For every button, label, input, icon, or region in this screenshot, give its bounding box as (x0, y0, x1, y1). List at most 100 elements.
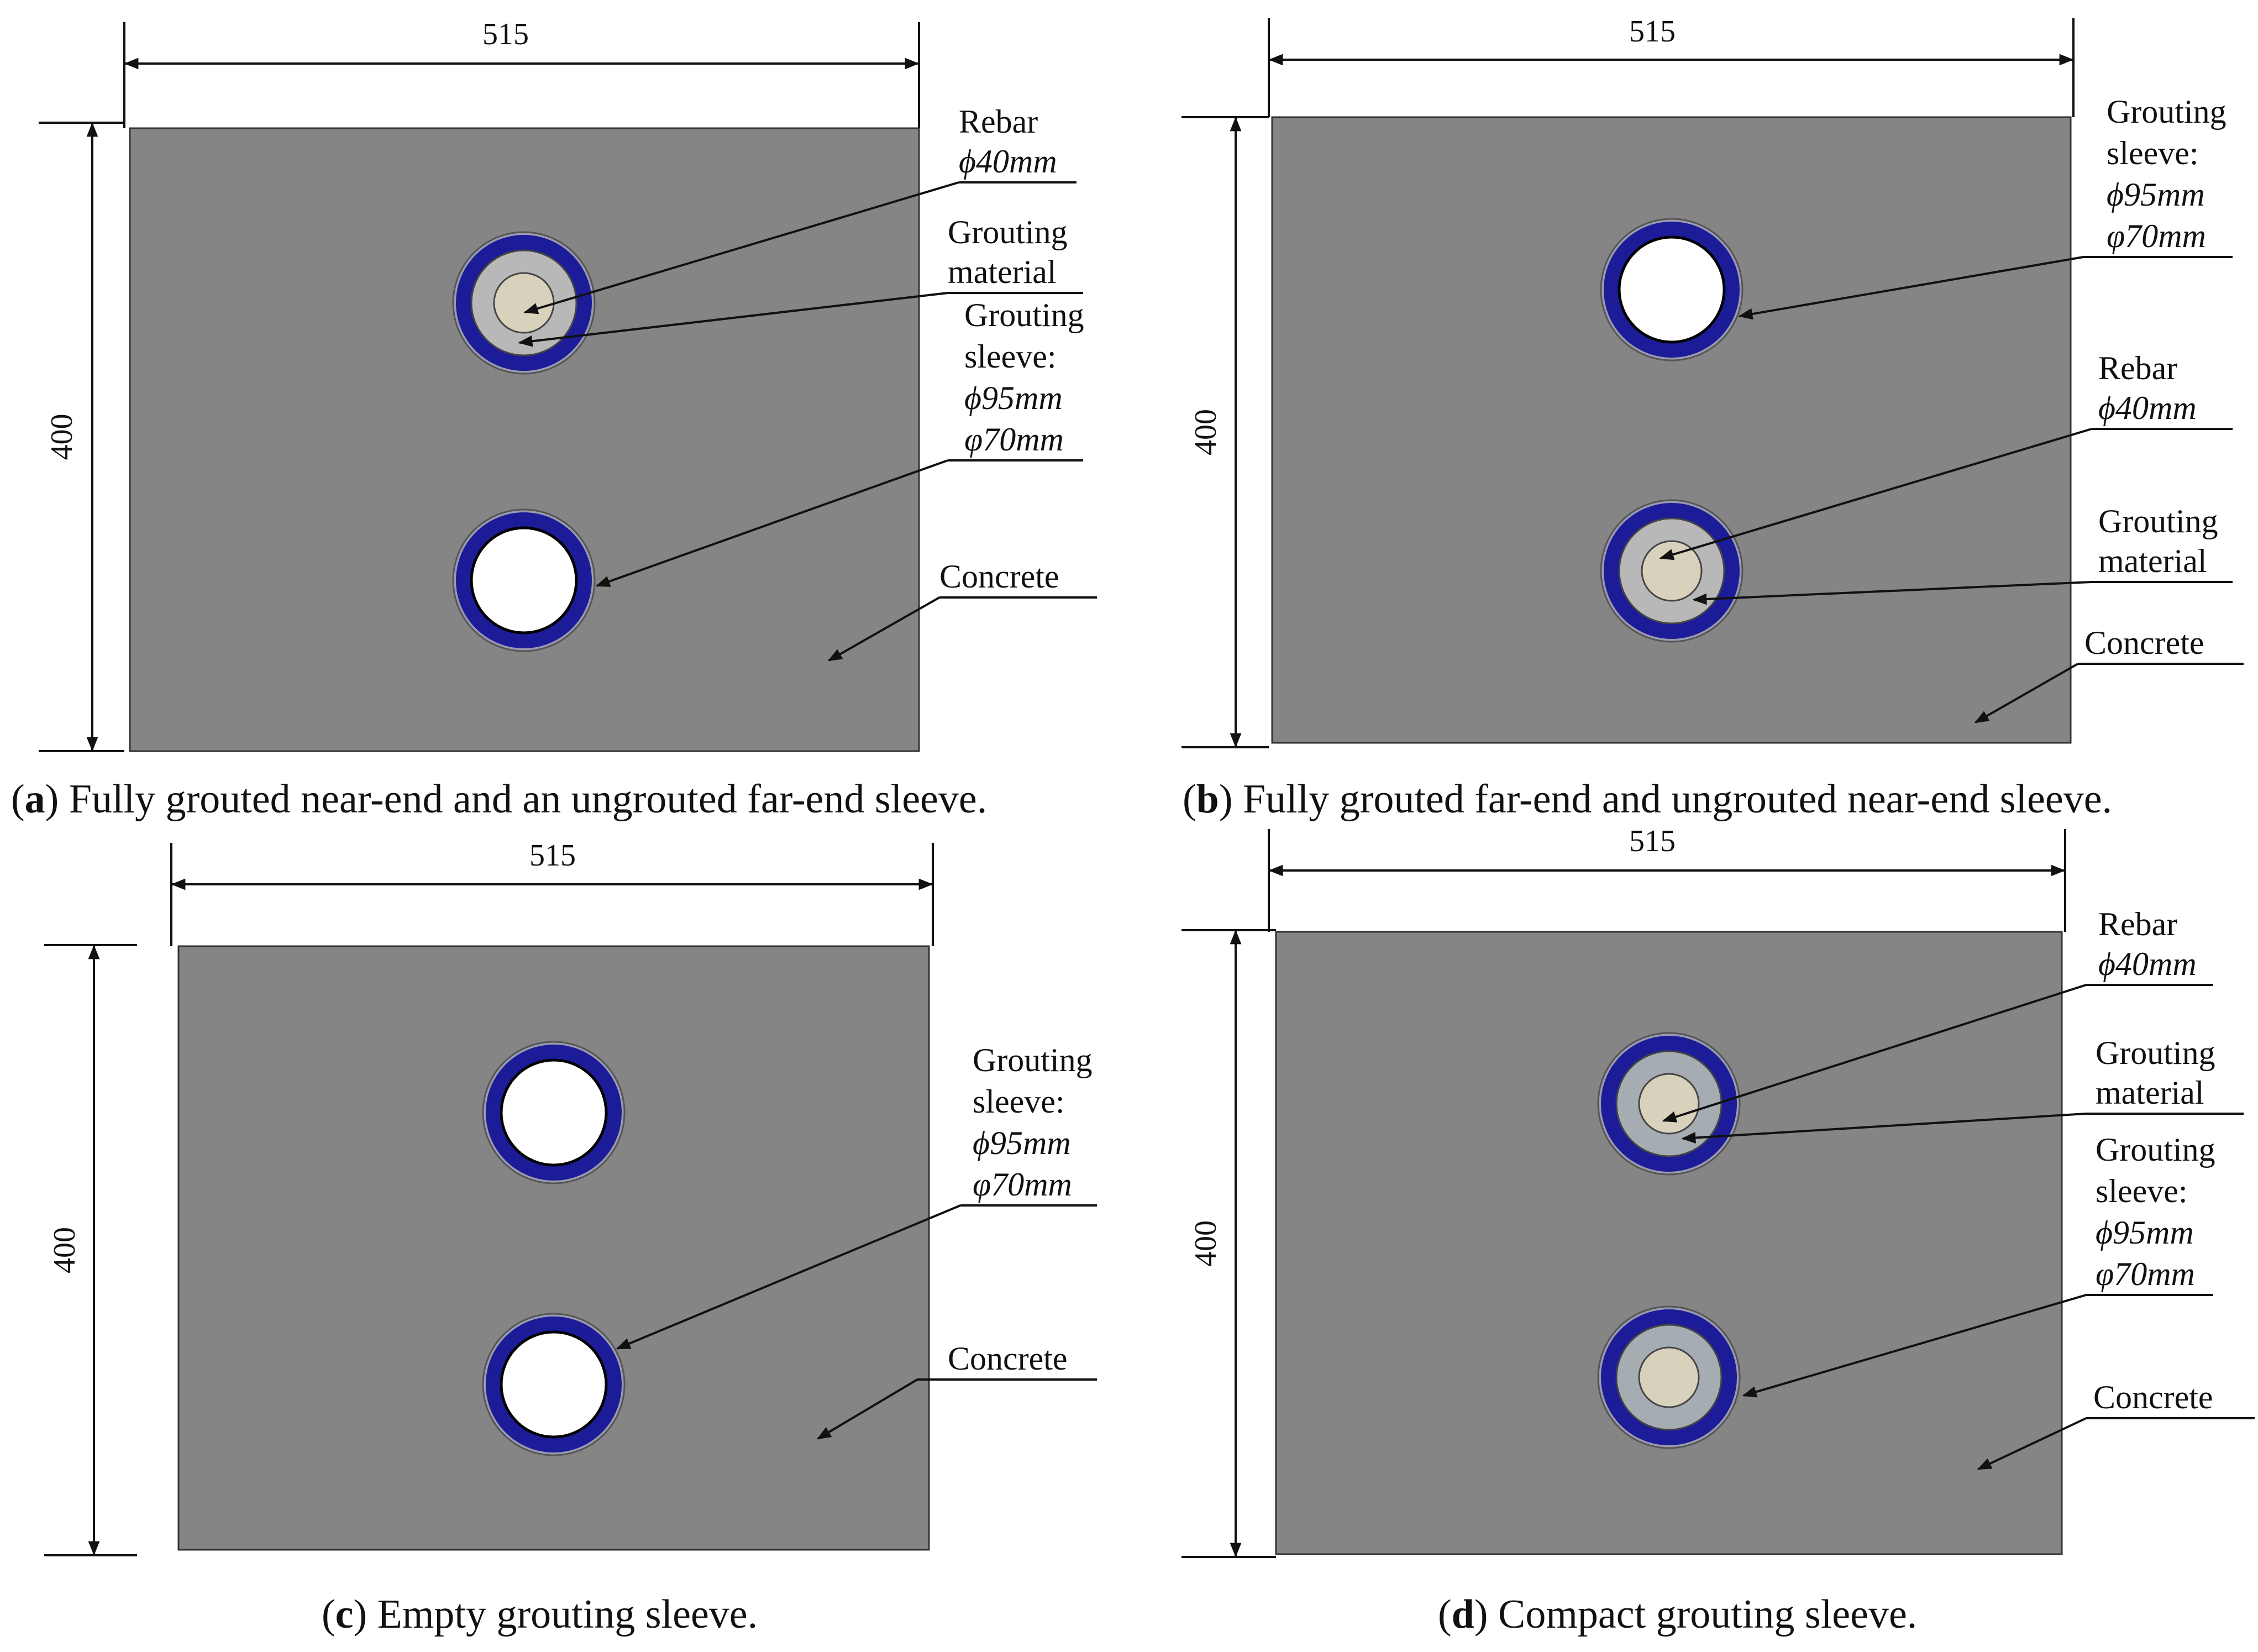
concrete-label-line: Concrete (2093, 1379, 2213, 1415)
caption-text: Fully grouted far-end and ungrouted near… (1243, 777, 2112, 822)
rebar-leader-arrow (1662, 984, 2087, 1123)
rebar-label-line: ϕ40mm (2098, 946, 2197, 982)
caption-paren-close: ) (1474, 1592, 1498, 1637)
grout-label-line: Grouting (2096, 1035, 2215, 1071)
grout-label-line: material (948, 254, 1057, 290)
concrete-leader-arrow (1974, 663, 2078, 723)
dim-height-label: 400 (48, 1227, 82, 1273)
sleeve-empty (482, 1041, 626, 1184)
concrete-block (1275, 931, 2063, 1555)
dim-width-label: 515 (482, 17, 529, 51)
panel-b: 515 400 Grouting sleeve: ϕ95mm φ70mm Rebar ϕ40m… (1181, 14, 2244, 822)
caption-paren-close: ) (354, 1592, 377, 1637)
sleeve-label-line: Grouting (973, 1042, 1093, 1078)
dim-width-label: 515 (1629, 824, 1676, 858)
caption-a: (a) Fully grouted near-end and an ungrou… (11, 777, 987, 822)
sleeve-empty (1600, 218, 1744, 361)
label-sleeve: Grouting sleeve: ϕ95mm φ70mm (595, 297, 1084, 587)
sleeve-label-line: sleeve: (2096, 1173, 2188, 1209)
label-concrete: Concrete (1974, 625, 2244, 723)
rebar-core (493, 272, 555, 334)
grout-label-line: Grouting (2098, 503, 2218, 539)
caption-paren-close: ) (45, 777, 69, 822)
grout-leader-arrow (1692, 581, 2092, 605)
grout-label-line: material (2096, 1074, 2204, 1111)
concrete-label-line: Concrete (939, 558, 1059, 595)
label-sleeve: Grouting sleeve: ϕ95mm φ70mm (616, 1042, 1097, 1350)
caption-text: Fully grouted near-end and an ungrouted … (69, 777, 987, 822)
caption-b: (b) Fully grouted far-end and ungrouted … (1183, 777, 2112, 822)
sleeve-label-line: sleeve: (973, 1083, 1065, 1120)
dim-width-label: 515 (1629, 14, 1676, 49)
sleeve-label-line: ϕ95mm (964, 380, 1063, 416)
sleeve-compact (1597, 1305, 1741, 1449)
concrete-leader-arrow (827, 596, 940, 662)
rebar-label-line: ϕ40mm (959, 143, 1057, 180)
caption-c: (c) Empty grouting sleeve. (322, 1592, 758, 1637)
rebar-label-line: Rebar (2098, 906, 2177, 942)
concrete-label-line: Concrete (2084, 625, 2204, 661)
sleeve-leader-arrow (616, 1204, 961, 1350)
sleeve-label-line: φ70mm (2107, 218, 2206, 254)
rebar-core (1638, 1073, 1700, 1135)
sleeve-grouted (1600, 499, 1744, 643)
dim-height-label: 400 (45, 414, 79, 460)
concrete-leader-arrow (1977, 1417, 2087, 1470)
sleeve-leader-arrow (1738, 256, 2084, 320)
sleeve-void (500, 1330, 608, 1439)
caption-letter: a (25, 777, 45, 822)
sleeve-label-line: φ70mm (964, 421, 1064, 458)
grout-leader-arrow (1681, 1113, 2087, 1144)
label-grout: Grouting material (518, 214, 1083, 347)
sleeve-empty (452, 508, 596, 652)
label-rebar: Rebar ϕ40mm (1659, 350, 2233, 560)
concrete-block (129, 127, 920, 752)
panel-c: 515 400 Grouting sleeve: ϕ95mm φ70mm Concrete (… (44, 838, 1097, 1637)
dim-height-label: 400 (1189, 1220, 1223, 1267)
dim-width-label: 515 (529, 838, 576, 873)
caption-d: (d) Compact grouting sleeve. (1438, 1592, 1917, 1637)
label-sleeve: Grouting sleeve: ϕ95mm φ70mm (1742, 1131, 2215, 1398)
caption-letter: b (1196, 777, 1219, 822)
dim-height-label: 400 (1189, 409, 1223, 455)
caption-letter: d (1452, 1592, 1474, 1637)
rebar-core (1638, 1346, 1700, 1408)
sleeve-label-line: ϕ95mm (2096, 1214, 2194, 1251)
label-grout: Grouting material (1692, 503, 2233, 605)
sleeve-void (470, 526, 578, 634)
sleeve-label-line: φ70mm (973, 1166, 1072, 1203)
sleeve-leader-arrow (1742, 1294, 2087, 1398)
label-concrete: Concrete (816, 1340, 1097, 1440)
grout-label-line: Grouting (948, 214, 1068, 250)
rebar-label-line: ϕ40mm (2098, 390, 2197, 426)
rebar-core (1641, 540, 1703, 602)
grout-leader-arrow (518, 292, 948, 347)
sleeve-label-line: ϕ95mm (973, 1125, 1071, 1161)
label-rebar: Rebar ϕ40mm (1662, 906, 2213, 1123)
rebar-label-line: Rebar (959, 103, 1038, 140)
sleeve-void (500, 1058, 608, 1167)
caption-paren-open: ( (1183, 777, 1196, 822)
sleeve-void (1618, 235, 1726, 344)
label-concrete: Concrete (827, 558, 1097, 662)
caption-paren-open: ( (1438, 1592, 1452, 1637)
concrete-block (1271, 116, 2072, 744)
sleeve-leader-arrow (595, 459, 948, 587)
rebar-label-line: Rebar (2098, 350, 2177, 386)
caption-paren-close: ) (1219, 777, 1243, 822)
sleeve-grouted (452, 231, 596, 375)
sleeve-label-line: Grouting (964, 297, 1084, 333)
caption-paren-open: ( (322, 1592, 335, 1637)
concrete-block (177, 945, 930, 1551)
concrete-label-line: Concrete (948, 1340, 1068, 1377)
caption-letter: c (335, 1592, 354, 1637)
concrete-leader-arrow (816, 1378, 918, 1440)
sleeve-empty (482, 1313, 626, 1456)
rebar-leader-arrow (523, 181, 959, 314)
sleeve-label-line: sleeve: (964, 338, 1057, 375)
panel-d: 515 400 Rebar ϕ40mm GroutingmaterialGrouting… (1181, 824, 2255, 1637)
grout-label-line: material (2098, 543, 2207, 579)
